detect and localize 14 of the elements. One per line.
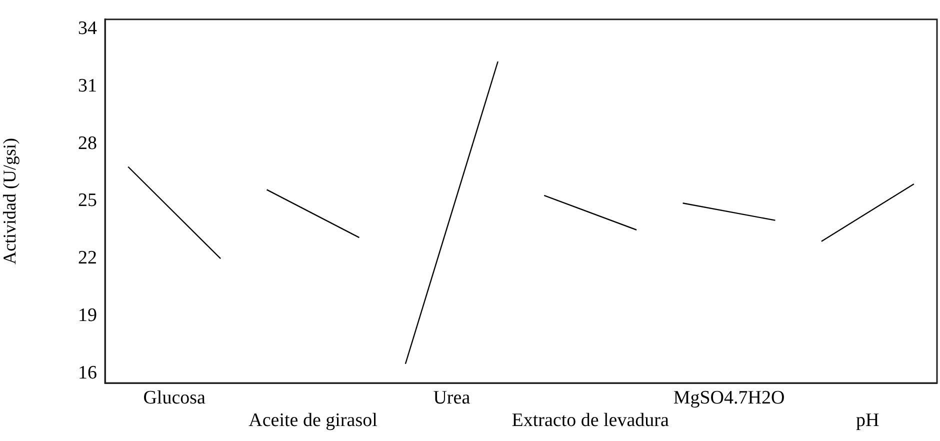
x-tick-label: Aceite de girasol [248,410,378,432]
x-tick-label: Urea [433,387,471,408]
y-tick-label: 25 [78,190,97,212]
x-tick-label: pH [856,410,880,432]
x-tick-label: MgSO4.7H2O [673,387,785,408]
y-tick-label: 28 [78,132,97,154]
y-tick-label: 19 [78,305,97,326]
y-tick-label: 16 [78,362,97,384]
x-tick-label: Glucosa [143,387,206,408]
y-tick-label: 34 [78,18,98,39]
y-tick-label: 22 [78,248,97,269]
y-tick-label: 31 [78,75,97,96]
y-axis-title: Actividad (U/gsi) [0,138,20,264]
x-tick-label: Extracto de levadura [512,410,670,432]
